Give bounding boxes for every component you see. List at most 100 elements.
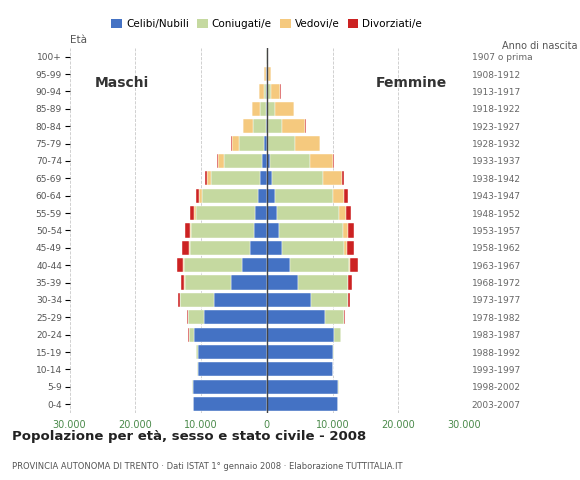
Bar bbox=[251, 240, 267, 255]
Bar bbox=[217, 154, 218, 168]
Bar bbox=[198, 345, 267, 359]
Text: Popolazione per età, sesso e stato civile - 2008: Popolazione per età, sesso e stato civil… bbox=[12, 430, 366, 443]
Bar bbox=[197, 189, 199, 203]
Bar bbox=[276, 102, 293, 116]
Bar bbox=[332, 345, 334, 359]
Bar bbox=[295, 136, 320, 151]
Bar bbox=[349, 258, 350, 272]
Bar bbox=[266, 119, 267, 133]
Bar bbox=[267, 189, 275, 203]
Bar bbox=[252, 102, 260, 116]
Bar bbox=[191, 223, 253, 238]
Bar bbox=[269, 136, 295, 151]
Bar bbox=[262, 154, 267, 168]
Bar bbox=[253, 119, 266, 133]
Bar bbox=[198, 362, 267, 376]
Bar bbox=[267, 171, 272, 185]
Bar bbox=[298, 276, 347, 289]
Text: PROVINCIA AUTONOMA DI TRENTO · Dati ISTAT 1° gennaio 2008 · Elaborazione TUTTITA: PROVINCIA AUTONOMA DI TRENTO · Dati ISTA… bbox=[12, 462, 402, 471]
Bar bbox=[272, 171, 323, 185]
Bar bbox=[270, 154, 310, 168]
Bar bbox=[196, 206, 255, 220]
Bar bbox=[267, 258, 290, 272]
Bar bbox=[349, 276, 352, 289]
Bar bbox=[264, 67, 266, 81]
Bar bbox=[183, 240, 189, 255]
Bar bbox=[264, 84, 266, 98]
Bar bbox=[267, 136, 269, 151]
Bar bbox=[345, 240, 347, 255]
Bar bbox=[181, 276, 184, 289]
Bar bbox=[343, 223, 347, 238]
Bar bbox=[267, 67, 268, 81]
Bar bbox=[205, 171, 207, 185]
Bar bbox=[277, 206, 339, 220]
Bar bbox=[190, 240, 251, 255]
Bar bbox=[271, 84, 281, 98]
Text: Età: Età bbox=[70, 35, 86, 45]
Bar bbox=[193, 380, 267, 394]
Bar bbox=[264, 136, 267, 151]
Bar bbox=[231, 276, 267, 289]
Bar bbox=[267, 84, 271, 98]
Bar bbox=[266, 102, 267, 116]
Bar bbox=[232, 136, 239, 151]
Bar bbox=[267, 362, 332, 376]
Bar bbox=[259, 84, 264, 98]
Bar bbox=[268, 67, 271, 81]
Bar bbox=[345, 189, 347, 203]
Bar bbox=[267, 293, 311, 307]
Bar bbox=[267, 240, 282, 255]
Bar bbox=[188, 327, 194, 342]
Bar bbox=[214, 293, 267, 307]
Bar bbox=[334, 327, 341, 342]
Bar bbox=[244, 119, 253, 133]
Bar bbox=[199, 189, 202, 203]
Bar bbox=[260, 102, 266, 116]
Bar bbox=[202, 189, 258, 203]
Bar bbox=[282, 240, 345, 255]
Bar bbox=[347, 223, 354, 238]
Bar bbox=[211, 171, 260, 185]
Bar bbox=[193, 397, 267, 411]
Bar bbox=[325, 310, 345, 324]
Text: Femmine: Femmine bbox=[376, 76, 447, 90]
Bar bbox=[282, 119, 305, 133]
Bar bbox=[310, 154, 332, 168]
Bar bbox=[267, 49, 269, 64]
Bar bbox=[347, 276, 349, 289]
Bar bbox=[194, 206, 196, 220]
Bar bbox=[267, 102, 275, 116]
Bar bbox=[207, 171, 211, 185]
Bar bbox=[342, 171, 344, 185]
Bar bbox=[189, 240, 190, 255]
Legend: Celibi/Nubili, Coniugati/e, Vedovi/e, Divorziati/e: Celibi/Nubili, Coniugati/e, Vedovi/e, Di… bbox=[107, 15, 426, 33]
Bar bbox=[224, 154, 262, 168]
Bar bbox=[290, 258, 349, 272]
Bar bbox=[258, 189, 267, 203]
Bar bbox=[267, 397, 338, 411]
Bar bbox=[278, 223, 343, 238]
Bar bbox=[332, 189, 345, 203]
Bar bbox=[275, 189, 332, 203]
Bar bbox=[267, 119, 268, 133]
Bar bbox=[204, 310, 267, 324]
Bar bbox=[267, 276, 298, 289]
Bar bbox=[184, 223, 190, 238]
Bar bbox=[239, 136, 264, 151]
Bar bbox=[346, 206, 351, 220]
Bar bbox=[180, 293, 214, 307]
Bar bbox=[183, 258, 184, 272]
Bar bbox=[332, 154, 334, 168]
Bar bbox=[190, 223, 191, 238]
Bar bbox=[231, 136, 232, 151]
Bar bbox=[177, 258, 183, 272]
Bar bbox=[194, 327, 267, 342]
Text: Maschi: Maschi bbox=[95, 76, 149, 90]
Bar bbox=[267, 345, 332, 359]
Bar bbox=[188, 310, 204, 324]
Bar bbox=[242, 258, 267, 272]
Bar bbox=[218, 154, 224, 168]
Bar bbox=[253, 223, 267, 238]
Bar bbox=[267, 327, 334, 342]
